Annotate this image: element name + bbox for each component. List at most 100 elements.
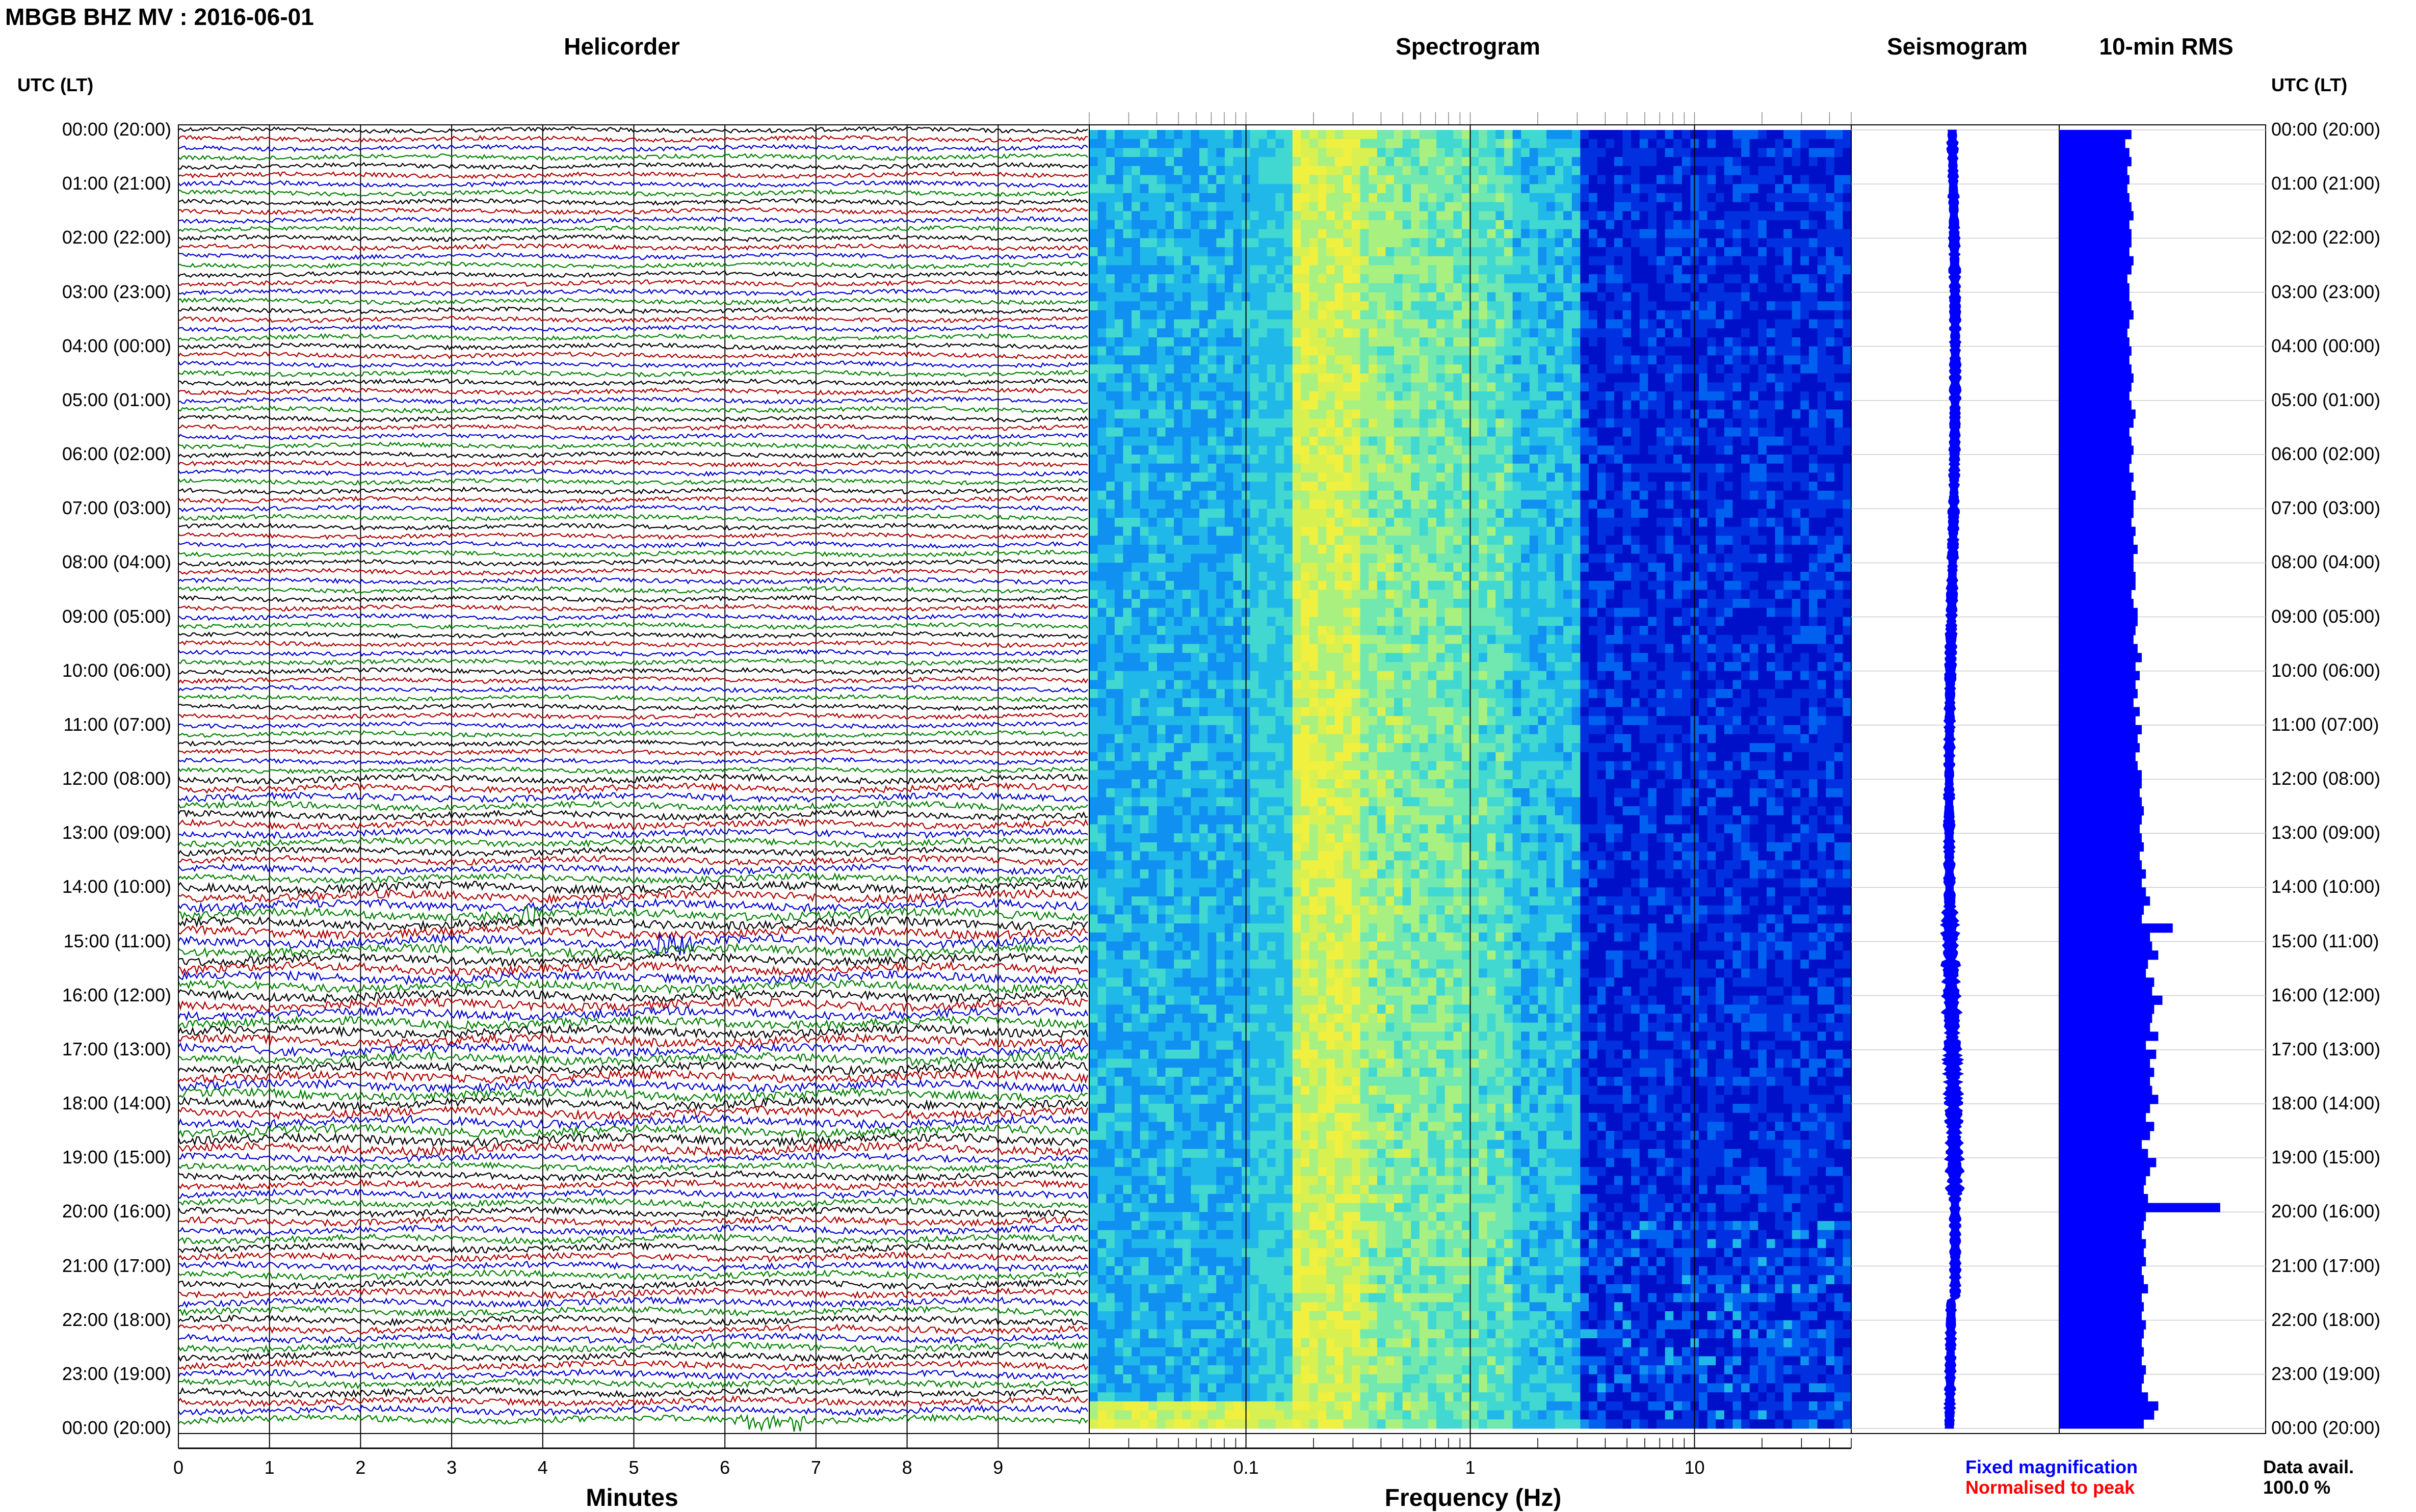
spectrogram-cell bbox=[1716, 220, 1724, 229]
spectrogram-cell bbox=[1640, 455, 1648, 464]
spectrogram-cell bbox=[1538, 410, 1546, 419]
spectrogram-cell bbox=[1403, 554, 1411, 563]
spectrogram-cell bbox=[1293, 283, 1301, 293]
spectrogram-cell bbox=[1394, 265, 1403, 274]
spectrogram-cell bbox=[1115, 310, 1123, 320]
spectrogram-cell bbox=[1445, 554, 1454, 563]
spectrogram-cell bbox=[1191, 166, 1199, 175]
spectrogram-cell bbox=[1673, 193, 1682, 202]
spectrogram-cell bbox=[1301, 166, 1309, 175]
spectrogram-cell bbox=[1115, 166, 1123, 175]
spectrogram-cell bbox=[1326, 247, 1335, 256]
spectrogram-cell bbox=[1631, 320, 1640, 329]
spectrogram-cell bbox=[1809, 202, 1818, 211]
spectrogram-cell bbox=[1606, 536, 1614, 545]
spectrogram-cell bbox=[1352, 518, 1360, 527]
spectrogram-cell bbox=[1258, 581, 1267, 590]
spectrogram-cell bbox=[1623, 320, 1632, 329]
spectrogram-cell bbox=[1606, 193, 1614, 202]
spectrogram-cell bbox=[1495, 328, 1504, 337]
spectrogram-cell bbox=[1106, 410, 1115, 419]
spectrogram-cell bbox=[1758, 418, 1767, 428]
spectrogram-cell bbox=[1580, 310, 1589, 320]
spectrogram-cell bbox=[1191, 184, 1199, 193]
spectrogram-cell bbox=[1530, 374, 1538, 383]
spectrogram-cell bbox=[1360, 445, 1369, 455]
spectrogram-cell bbox=[1284, 445, 1293, 455]
helicorder-trace bbox=[178, 758, 1088, 764]
spectrogram-cell bbox=[1589, 301, 1597, 310]
spectrogram-cell bbox=[1132, 464, 1140, 473]
spectrogram-cell bbox=[1699, 437, 1708, 446]
spectrogram-cell bbox=[1208, 148, 1217, 157]
spectrogram-cell bbox=[1428, 256, 1436, 266]
spectrogram-cell bbox=[1648, 293, 1657, 302]
spectrogram-cell bbox=[1428, 391, 1436, 401]
spectrogram-cell bbox=[1275, 175, 1284, 184]
spectrogram-cell bbox=[1132, 139, 1140, 148]
spectrogram-cell bbox=[1563, 410, 1572, 419]
spectrogram-cell bbox=[1275, 581, 1284, 590]
spectrogram-cell bbox=[1089, 193, 1098, 202]
spectrogram-cell bbox=[1199, 581, 1208, 590]
helicorder-trace bbox=[178, 217, 1088, 224]
spectrogram-cell bbox=[1115, 328, 1123, 337]
spectrogram-cell bbox=[1343, 265, 1352, 274]
spectrogram-cell bbox=[1191, 130, 1199, 139]
spectrogram-cell bbox=[1614, 166, 1623, 175]
spectrogram-cell bbox=[1250, 464, 1259, 473]
spectrogram-cell bbox=[1623, 536, 1632, 545]
spectrogram-cell bbox=[1479, 482, 1487, 491]
spectrogram-cell bbox=[1792, 193, 1801, 202]
spectrogram-cell bbox=[1530, 193, 1538, 202]
spectrogram-cell bbox=[1631, 572, 1640, 581]
spectrogram-cell bbox=[1741, 509, 1750, 518]
spectrogram-cell bbox=[1284, 599, 1293, 608]
spectrogram-cell bbox=[1343, 274, 1352, 283]
spectrogram-cell bbox=[1148, 391, 1157, 401]
spectrogram-cell bbox=[1284, 220, 1293, 229]
spectrogram-cell bbox=[1428, 563, 1436, 572]
spectrogram-cell bbox=[1462, 256, 1470, 266]
spectrogram-cell bbox=[1284, 193, 1293, 202]
spectrogram-cell bbox=[1140, 472, 1149, 482]
spectrogram-cell bbox=[1377, 355, 1386, 364]
spectrogram-cell bbox=[1267, 202, 1276, 211]
spectrogram-cell bbox=[1183, 599, 1191, 608]
helicorder-trace bbox=[178, 1270, 1088, 1280]
spectrogram-cell bbox=[1115, 527, 1123, 536]
spectrogram-cell bbox=[1513, 545, 1521, 554]
spectrogram-cell bbox=[1420, 536, 1428, 545]
spectrogram-cell bbox=[1521, 518, 1530, 527]
spectrogram-cell bbox=[1318, 455, 1327, 464]
spectrogram-cell bbox=[1140, 256, 1149, 266]
spectrogram-cell bbox=[1360, 374, 1369, 383]
spectrogram-cell bbox=[1708, 265, 1716, 274]
spectrogram-cell bbox=[1123, 445, 1132, 455]
spectrogram-cell bbox=[1318, 527, 1327, 536]
spectrogram-cell bbox=[1555, 184, 1564, 193]
spectrogram-cell bbox=[1216, 337, 1225, 347]
spectrogram-cell bbox=[1487, 374, 1496, 383]
spectrogram-cell bbox=[1360, 581, 1369, 590]
spectrogram-cell bbox=[1750, 320, 1758, 329]
spectrogram-cell bbox=[1708, 391, 1716, 401]
spectrogram-cell bbox=[1293, 428, 1301, 437]
spectrogram-cell bbox=[1318, 355, 1327, 364]
spectrogram-cell bbox=[1284, 563, 1293, 572]
spectrogram-cell bbox=[1157, 527, 1166, 536]
spectrogram-cell bbox=[1750, 310, 1758, 320]
spectrogram-cell bbox=[1818, 283, 1826, 293]
spectrogram-cell bbox=[1183, 211, 1191, 220]
spectrogram-cell bbox=[1767, 464, 1775, 473]
spectrogram-cell bbox=[1352, 238, 1360, 247]
spectrogram-cell bbox=[1115, 428, 1123, 437]
spectrogram-cell bbox=[1783, 175, 1792, 184]
spectrogram-cell bbox=[1309, 572, 1318, 581]
spectrogram-cell bbox=[1716, 445, 1724, 455]
spectrogram-cell bbox=[1369, 563, 1377, 572]
spectrogram-cell bbox=[1495, 545, 1504, 554]
spectrogram-cell bbox=[1326, 320, 1335, 329]
spectrogram-cell bbox=[1767, 581, 1775, 590]
spectrogram-cell bbox=[1470, 545, 1479, 554]
